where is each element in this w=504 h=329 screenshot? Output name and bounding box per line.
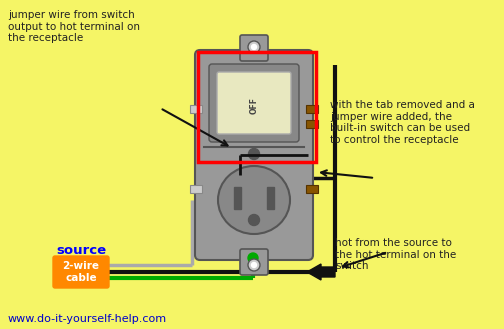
Circle shape <box>248 259 260 271</box>
Ellipse shape <box>218 166 290 234</box>
FancyBboxPatch shape <box>217 72 291 134</box>
Text: source: source <box>56 243 106 257</box>
FancyBboxPatch shape <box>53 256 109 288</box>
FancyArrow shape <box>307 264 335 280</box>
Text: OFF: OFF <box>249 96 259 114</box>
Bar <box>306 185 318 193</box>
Bar <box>306 120 318 128</box>
Text: jumper wire from switch
output to hot terminal on
the receptacle: jumper wire from switch output to hot te… <box>8 10 140 43</box>
Circle shape <box>248 148 260 160</box>
Bar <box>190 105 202 113</box>
Text: hot from the source to
the hot terminal on the
switch: hot from the source to the hot terminal … <box>335 238 456 271</box>
Circle shape <box>248 215 260 225</box>
Circle shape <box>248 41 260 53</box>
FancyBboxPatch shape <box>240 35 268 61</box>
Text: www.do-it-yourself-help.com: www.do-it-yourself-help.com <box>8 314 167 324</box>
FancyBboxPatch shape <box>209 64 299 142</box>
Bar <box>198 52 316 162</box>
Bar <box>190 185 202 193</box>
Text: with the tab removed and a
jumper wire added, the
built-in switch can be used
to: with the tab removed and a jumper wire a… <box>330 100 475 145</box>
FancyBboxPatch shape <box>240 249 268 275</box>
Bar <box>234 187 241 209</box>
Bar <box>267 187 274 209</box>
Circle shape <box>251 263 257 267</box>
FancyBboxPatch shape <box>195 50 313 260</box>
Bar <box>306 105 318 113</box>
Text: 2-wire
cable: 2-wire cable <box>62 261 99 283</box>
Circle shape <box>248 253 258 263</box>
Circle shape <box>251 44 257 49</box>
